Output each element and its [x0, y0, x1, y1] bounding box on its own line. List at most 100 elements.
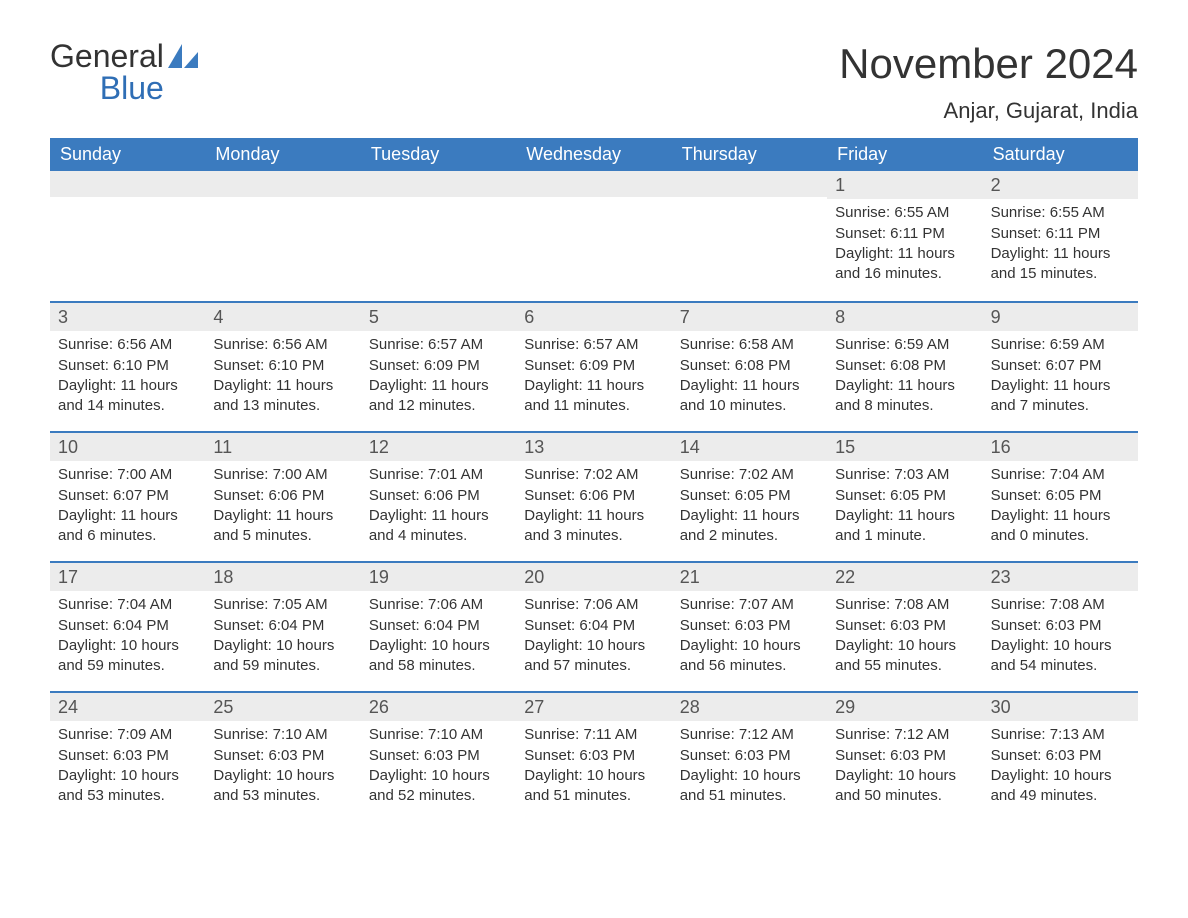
- day-number: 24: [50, 693, 205, 721]
- sunrise-text: Sunrise: 7:00 AM: [213, 465, 352, 485]
- day-number: 4: [205, 303, 360, 331]
- sunrise-text: Sunrise: 7:11 AM: [524, 725, 663, 745]
- sunrise-text: Sunrise: 7:12 AM: [680, 725, 819, 745]
- day-number: 7: [672, 303, 827, 331]
- week-row: 3Sunrise: 6:56 AMSunset: 6:10 PMDaylight…: [50, 301, 1138, 431]
- sunset-text: Sunset: 6:03 PM: [58, 746, 197, 766]
- week-row: 10Sunrise: 7:00 AMSunset: 6:07 PMDayligh…: [50, 431, 1138, 561]
- day-header-monday: Monday: [205, 138, 360, 171]
- sunset-text: Sunset: 6:05 PM: [680, 486, 819, 506]
- sunrise-text: Sunrise: 7:04 AM: [991, 465, 1130, 485]
- daylight-text: Daylight: 10 hours and 54 minutes.: [991, 636, 1130, 677]
- day-number: 5: [361, 303, 516, 331]
- day-cell: 8Sunrise: 6:59 AMSunset: 6:08 PMDaylight…: [827, 303, 982, 431]
- sunset-text: Sunset: 6:10 PM: [213, 356, 352, 376]
- day-cell: 13 Sunrise: 7:02 AMSunset: 6:06 PMDayligh…: [516, 433, 671, 561]
- day-header-saturday: Saturday: [983, 138, 1138, 171]
- logo: General Blue: [50, 40, 202, 104]
- sunset-text: Sunset: 6:03 PM: [835, 746, 974, 766]
- daylight-text: Daylight: 10 hours and 50 minutes.: [835, 766, 974, 807]
- sunrise-text: Sunrise: 6:56 AM: [213, 335, 352, 355]
- day-cell: 28Sunrise: 7:12 AMSunset: 6:03 PMDayligh…: [672, 693, 827, 821]
- daylight-text: Daylight: 11 hours and 15 minutes.: [991, 244, 1130, 285]
- sunset-text: Sunset: 6:06 PM: [524, 486, 663, 506]
- day-number: 26: [361, 693, 516, 721]
- day-cell: 11Sunrise: 7:00 AMSunset: 6:06 PMDayligh…: [205, 433, 360, 561]
- daylight-text: Daylight: 10 hours and 55 minutes.: [835, 636, 974, 677]
- daylight-text: Daylight: 11 hours and 3 minutes.: [524, 506, 663, 547]
- sunset-text: Sunset: 6:03 PM: [213, 746, 352, 766]
- day-cell: 29Sunrise: 7:12 AMSunset: 6:03 PMDayligh…: [827, 693, 982, 821]
- day-number: 21: [672, 563, 827, 591]
- sunrise-text: Sunrise: 6:59 AM: [991, 335, 1130, 355]
- daylight-text: Daylight: 10 hours and 52 minutes.: [369, 766, 508, 807]
- day-header-sunday: Sunday: [50, 138, 205, 171]
- daylight-text: Daylight: 10 hours and 59 minutes.: [58, 636, 197, 677]
- day-cell: 1Sunrise: 6:55 AMSunset: 6:11 PMDaylight…: [827, 171, 982, 301]
- sunrise-text: Sunrise: 7:09 AM: [58, 725, 197, 745]
- logo-text: General Blue: [50, 40, 164, 104]
- sunrise-text: Sunrise: 7:02 AM: [524, 465, 663, 485]
- sunrise-text: Sunrise: 7:13 AM: [991, 725, 1130, 745]
- daylight-text: Daylight: 11 hours and 7 minutes.: [991, 376, 1130, 417]
- day-cell: 21Sunrise: 7:07 AMSunset: 6:03 PMDayligh…: [672, 563, 827, 691]
- daylight-text: Daylight: 11 hours and 10 minutes.: [680, 376, 819, 417]
- day-cell: 25Sunrise: 7:10 AMSunset: 6:03 PMDayligh…: [205, 693, 360, 821]
- sunset-text: Sunset: 6:09 PM: [369, 356, 508, 376]
- day-number-blank: [50, 171, 205, 197]
- day-cell-blank: [361, 171, 516, 301]
- sunrise-text: Sunrise: 7:10 AM: [213, 725, 352, 745]
- day-number: 1: [827, 171, 982, 199]
- sunrise-text: Sunrise: 7:08 AM: [835, 595, 974, 615]
- week-row: 1Sunrise: 6:55 AMSunset: 6:11 PMDaylight…: [50, 171, 1138, 301]
- sunset-text: Sunset: 6:05 PM: [991, 486, 1130, 506]
- sunrise-text: Sunrise: 7:02 AM: [680, 465, 819, 485]
- day-number: 13: [516, 433, 671, 461]
- day-number-blank: [361, 171, 516, 197]
- day-number: 2: [983, 171, 1138, 199]
- sunset-text: Sunset: 6:06 PM: [213, 486, 352, 506]
- weeks-container: 1Sunrise: 6:55 AMSunset: 6:11 PMDaylight…: [50, 171, 1138, 821]
- sunrise-text: Sunrise: 7:04 AM: [58, 595, 197, 615]
- sunset-text: Sunset: 6:03 PM: [680, 746, 819, 766]
- daylight-text: Daylight: 11 hours and 16 minutes.: [835, 244, 974, 285]
- day-number: 12: [361, 433, 516, 461]
- sunset-text: Sunset: 6:09 PM: [524, 356, 663, 376]
- logo-word1: General: [50, 38, 164, 74]
- day-number-blank: [205, 171, 360, 197]
- daylight-text: Daylight: 10 hours and 56 minutes.: [680, 636, 819, 677]
- sunset-text: Sunset: 6:08 PM: [680, 356, 819, 376]
- day-cell: 5Sunrise: 6:57 AMSunset: 6:09 PMDaylight…: [361, 303, 516, 431]
- day-number-blank: [516, 171, 671, 197]
- location: Anjar, Gujarat, India: [839, 98, 1138, 124]
- daylight-text: Daylight: 11 hours and 12 minutes.: [369, 376, 508, 417]
- day-cell: 14Sunrise: 7:02 AMSunset: 6:05 PMDayligh…: [672, 433, 827, 561]
- sunset-text: Sunset: 6:03 PM: [991, 616, 1130, 636]
- day-cell: 27Sunrise: 7:11 AMSunset: 6:03 PMDayligh…: [516, 693, 671, 821]
- day-number: 8: [827, 303, 982, 331]
- day-cell: 9Sunrise: 6:59 AMSunset: 6:07 PMDaylight…: [983, 303, 1138, 431]
- sunset-text: Sunset: 6:03 PM: [991, 746, 1130, 766]
- day-cell: 17Sunrise: 7:04 AMSunset: 6:04 PMDayligh…: [50, 563, 205, 691]
- sunrise-text: Sunrise: 7:06 AM: [524, 595, 663, 615]
- day-cell: 16Sunrise: 7:04 AMSunset: 6:05 PMDayligh…: [983, 433, 1138, 561]
- daylight-text: Daylight: 11 hours and 13 minutes.: [213, 376, 352, 417]
- day-cell: 19Sunrise: 7:06 AMSunset: 6:04 PMDayligh…: [361, 563, 516, 691]
- sunset-text: Sunset: 6:04 PM: [524, 616, 663, 636]
- sunrise-text: Sunrise: 7:06 AM: [369, 595, 508, 615]
- sunrise-text: Sunrise: 7:00 AM: [58, 465, 197, 485]
- day-cell-blank: [516, 171, 671, 301]
- daylight-text: Daylight: 11 hours and 6 minutes.: [58, 506, 197, 547]
- sunset-text: Sunset: 6:03 PM: [524, 746, 663, 766]
- sunset-text: Sunset: 6:03 PM: [835, 616, 974, 636]
- sunrise-text: Sunrise: 7:01 AM: [369, 465, 508, 485]
- day-number: 16: [983, 433, 1138, 461]
- daylight-text: Daylight: 10 hours and 51 minutes.: [680, 766, 819, 807]
- sunset-text: Sunset: 6:03 PM: [369, 746, 508, 766]
- day-cell: 10Sunrise: 7:00 AMSunset: 6:07 PMDayligh…: [50, 433, 205, 561]
- sunrise-text: Sunrise: 6:56 AM: [58, 335, 197, 355]
- day-cell: 26Sunrise: 7:10 AMSunset: 6:03 PMDayligh…: [361, 693, 516, 821]
- logo-word2: Blue: [50, 72, 164, 104]
- title-block: November 2024 Anjar, Gujarat, India: [839, 40, 1138, 124]
- daylight-text: Daylight: 10 hours and 53 minutes.: [58, 766, 197, 807]
